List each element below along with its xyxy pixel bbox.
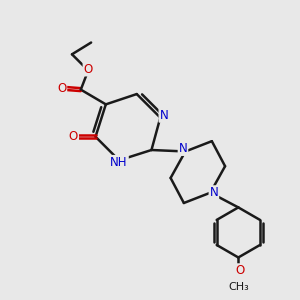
Text: O: O bbox=[69, 130, 78, 143]
Text: NH: NH bbox=[110, 156, 128, 169]
Text: N: N bbox=[209, 186, 218, 199]
Text: O: O bbox=[57, 82, 66, 95]
Text: O: O bbox=[83, 62, 93, 76]
Text: CH₃: CH₃ bbox=[228, 282, 249, 292]
Text: N: N bbox=[160, 109, 168, 122]
Text: N: N bbox=[178, 142, 188, 155]
Text: O: O bbox=[235, 264, 244, 277]
